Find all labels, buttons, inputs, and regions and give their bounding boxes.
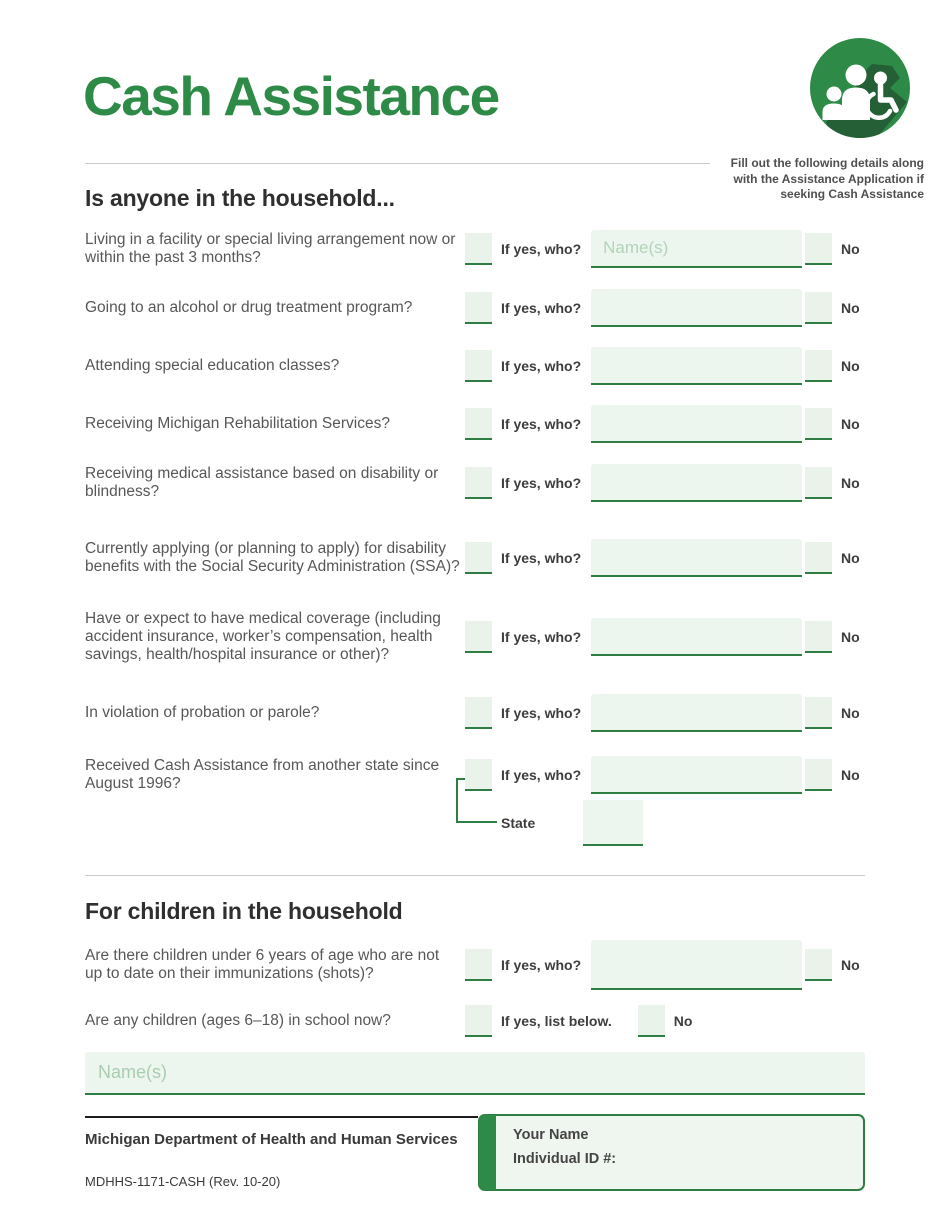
if-yes-label: If yes, who? (501, 241, 582, 257)
question-row: Are there children under 6 years of age … (85, 937, 865, 993)
household-accessibility-icon (810, 38, 910, 138)
instruction-note: Fill out the following details along wit… (730, 156, 924, 202)
names-input[interactable] (591, 694, 803, 732)
question-text: Going to an alcohol or drug treatment pr… (85, 298, 413, 316)
names-input[interactable] (591, 618, 803, 656)
yes-checkbox[interactable] (465, 292, 492, 324)
yes-checkbox[interactable] (465, 408, 492, 440)
yes-checkbox[interactable] (465, 233, 492, 265)
names-input[interactable] (591, 940, 803, 990)
question-row: Receiving medical assistance based on di… (85, 455, 865, 511)
no-checkbox[interactable] (637, 1005, 665, 1037)
section-heading-children: For children in the household (85, 898, 403, 924)
no-checkbox[interactable] (805, 759, 832, 791)
question-row: Going to an alcohol or drug treatment pr… (85, 280, 865, 336)
agency-name: Michigan Department of Health and Human … (85, 1131, 458, 1148)
if-yes-label: If yes, who? (501, 550, 582, 566)
question-row: Have or expect to have medical coverage … (85, 609, 865, 665)
header-divider (85, 163, 710, 164)
question-row: Are any children (ages 6–18) in school n… (85, 993, 865, 1049)
yes-checkbox[interactable] (465, 350, 492, 382)
no-label: No (841, 629, 860, 645)
if-yes-label: If yes, who? (501, 767, 582, 783)
section-divider (85, 875, 865, 876)
children-names-input[interactable] (85, 1052, 865, 1095)
yes-checkbox[interactable] (465, 1005, 492, 1037)
state-bracket (456, 778, 497, 823)
no-checkbox[interactable] (805, 350, 832, 382)
no-label: No (841, 475, 860, 491)
no-label: No (841, 416, 860, 432)
no-label: No (841, 241, 860, 257)
if-yes-label: If yes, who? (501, 957, 582, 973)
no-checkbox[interactable] (805, 467, 832, 499)
question-text: Receiving medical assistance based on di… (85, 464, 439, 500)
names-input[interactable] (591, 756, 803, 794)
question-text: Attending special education classes? (85, 356, 340, 374)
state-label: State (501, 815, 536, 831)
names-input[interactable] (591, 347, 803, 385)
no-label: No (841, 705, 860, 721)
names-input[interactable] (591, 464, 803, 502)
if-yes-label: If yes, list below. (501, 1013, 612, 1029)
if-yes-label: If yes, who? (501, 475, 582, 491)
no-checkbox[interactable] (805, 949, 832, 981)
no-checkbox[interactable] (805, 542, 832, 574)
state-bracket-tick (456, 778, 465, 780)
yes-checkbox[interactable] (465, 467, 492, 499)
question-text: Currently applying (or planning to apply… (85, 539, 460, 575)
no-checkbox[interactable] (805, 621, 832, 653)
if-yes-label: If yes, who? (501, 358, 582, 374)
names-input[interactable] (591, 539, 803, 577)
footer-divider (85, 1116, 478, 1118)
page-title: Cash Assistance (83, 65, 500, 127)
if-yes-label: If yes, who? (501, 416, 582, 432)
your-name-label: Your Name (513, 1127, 589, 1143)
identity-box-accent-bar (479, 1115, 496, 1190)
no-label: No (673, 1013, 693, 1029)
question-row: Attending special education classes? If … (85, 338, 865, 394)
question-text: Received Cash Assistance from another st… (85, 756, 440, 792)
question-row: Currently applying (or planning to apply… (85, 530, 865, 586)
no-label: No (841, 358, 860, 374)
question-row: Receiving Michigan Rehabilitation Servic… (85, 396, 865, 452)
no-label: No (841, 767, 860, 783)
question-text: In violation of probation or parole? (85, 703, 320, 721)
question-text: Receiving Michigan Rehabilitation Servic… (85, 414, 390, 432)
individual-id-label: Individual ID #: (513, 1150, 617, 1167)
no-label: No (841, 957, 860, 973)
yes-checkbox[interactable] (465, 949, 492, 981)
identity-box: Your Name Individual ID #: (478, 1114, 865, 1191)
question-text: Are any children (ages 6–18) in school n… (85, 1011, 391, 1029)
question-row: Received Cash Assistance from another st… (85, 747, 865, 803)
yes-checkbox[interactable] (465, 542, 492, 574)
no-checkbox[interactable] (805, 292, 832, 324)
names-input[interactable] (591, 289, 803, 327)
no-checkbox[interactable] (805, 408, 832, 440)
if-yes-label: If yes, who? (501, 629, 582, 645)
question-text: Are there children under 6 years of age … (85, 946, 440, 982)
if-yes-label: If yes, who? (501, 705, 582, 721)
names-input[interactable] (591, 230, 803, 268)
if-yes-label: If yes, who? (501, 300, 582, 316)
question-row: In violation of probation or parole? If … (85, 685, 865, 741)
form-number: MDHHS-1171-CASH (Rev. 10-20) (85, 1174, 281, 1189)
no-checkbox[interactable] (805, 697, 832, 729)
question-text: Have or expect to have medical coverage … (85, 609, 441, 664)
no-label: No (841, 300, 860, 316)
yes-checkbox[interactable] (465, 759, 492, 791)
names-input[interactable] (591, 405, 803, 443)
no-label: No (841, 550, 860, 566)
state-input[interactable] (583, 800, 643, 846)
question-row: Living in a facility or special living a… (85, 221, 865, 277)
yes-checkbox[interactable] (465, 697, 492, 729)
section-heading-household: Is anyone in the household... (85, 185, 395, 211)
yes-checkbox[interactable] (465, 621, 492, 653)
no-checkbox[interactable] (805, 233, 832, 265)
question-text: Living in a facility or special living a… (85, 230, 456, 266)
